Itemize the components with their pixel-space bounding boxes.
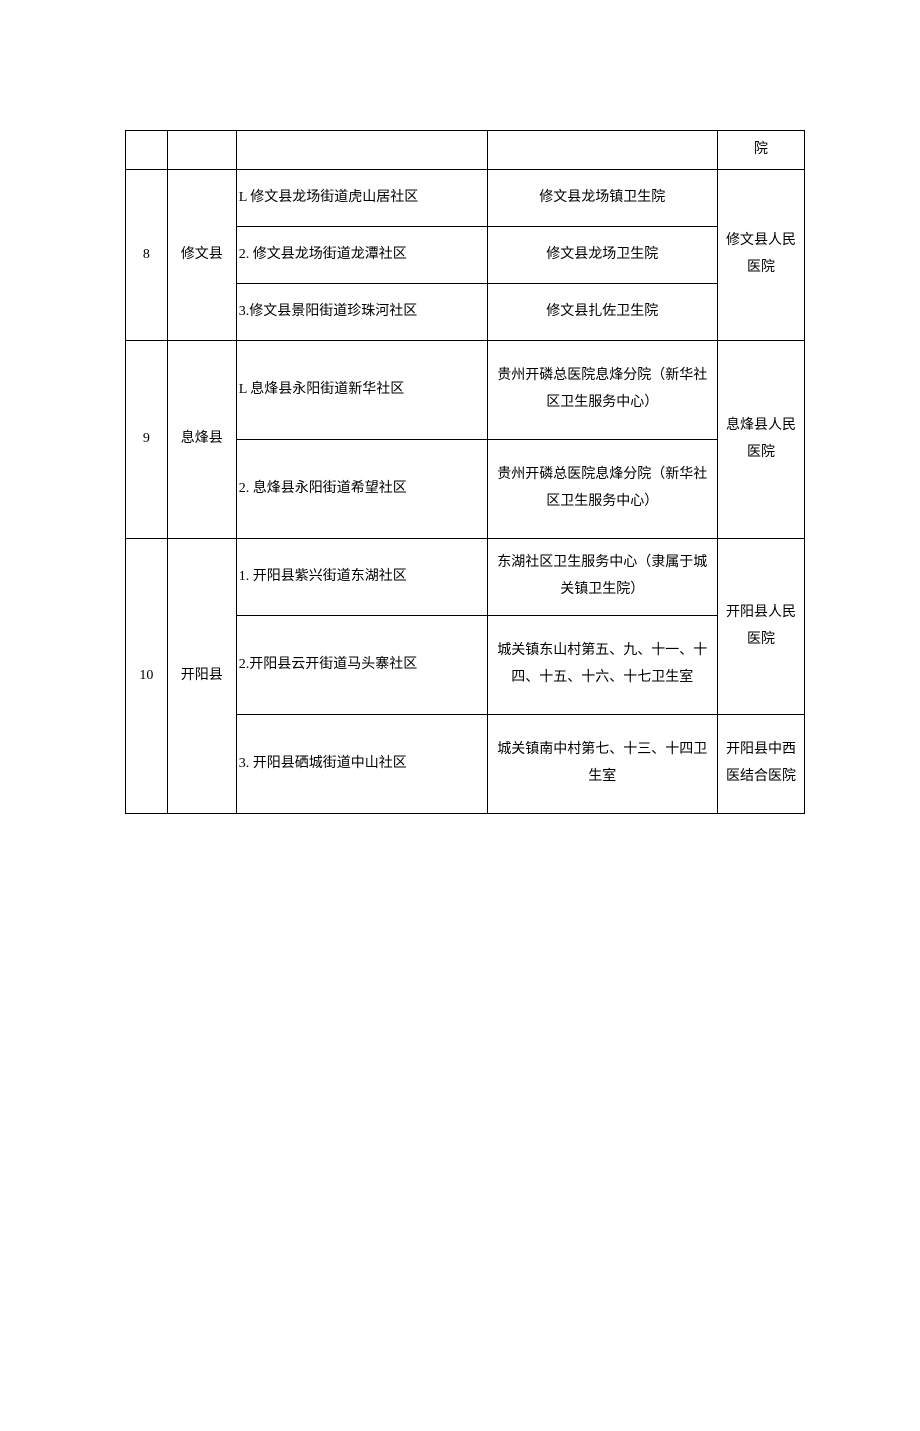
cell-community-8-3: 3.修文县景阳街道珍珠河社区 [236,284,487,341]
cell-num-10: 10 [126,539,168,814]
cell-community-8-2: 2. 修文县龙场街道龙潭社区 [236,227,487,284]
cell-hospital-10-1: 开阳县人民医院 [717,539,804,715]
cell-hospital-cont: 院 [717,131,804,170]
cell-community-9-1: L 息烽县永阳街道新华社区 [236,341,487,440]
cell-service-10-3: 城关镇南中村第七、十三、十四卫生室 [487,715,717,814]
cell-hospital-10-2: 开阳县中西医结合医院 [717,715,804,814]
cell-community-10-3: 3. 开阳县硒城街道中山社区 [236,715,487,814]
cell-service-10-2: 城关镇东山村第五、九、十一、十四、十五、十六、十七卫生室 [487,616,717,715]
cell-community-empty [236,131,487,170]
cell-service-10-1: 东湖社区卫生服务中心（隶属于城关镇卫生院） [487,539,717,616]
cell-service-9-1: 贵州开磷总医院息烽分院（新华社区卫生服务中心） [487,341,717,440]
data-table: 院 8 修文县 L 修文县龙场街道虎山居社区 修文县龙场镇卫生院 修文县人民医院… [125,130,805,814]
cell-hospital-9: 息烽县人民医院 [717,341,804,539]
cell-service-8-1: 修文县龙场镇卫生院 [487,170,717,227]
cell-community-9-2: 2. 息烽县永阳街道希望社区 [236,440,487,539]
cell-county-9: 息烽县 [167,341,236,539]
cell-county-8: 修文县 [167,170,236,341]
table-row: 9 息烽县 L 息烽县永阳街道新华社区 贵州开磷总医院息烽分院（新华社区卫生服务… [126,341,805,440]
cell-num-9: 9 [126,341,168,539]
cell-service-8-2: 修文县龙场卫生院 [487,227,717,284]
cell-num-empty [126,131,168,170]
cell-community-10-2: 2.开阳县云开街道马头寨社区 [236,616,487,715]
table-row: 院 [126,131,805,170]
cell-service-9-2: 贵州开磷总医院息烽分院（新华社区卫生服务中心） [487,440,717,539]
table-row: 8 修文县 L 修文县龙场街道虎山居社区 修文县龙场镇卫生院 修文县人民医院 [126,170,805,227]
cell-county-10: 开阳县 [167,539,236,814]
cell-num-8: 8 [126,170,168,341]
cell-community-10-1: 1. 开阳县紫兴街道东湖社区 [236,539,487,616]
cell-hospital-8: 修文县人民医院 [717,170,804,341]
cell-service-empty [487,131,717,170]
cell-service-8-3: 修文县扎佐卫生院 [487,284,717,341]
cell-county-empty [167,131,236,170]
table-row: 10 开阳县 1. 开阳县紫兴街道东湖社区 东湖社区卫生服务中心（隶属于城关镇卫… [126,539,805,616]
table-container: 院 8 修文县 L 修文县龙场街道虎山居社区 修文县龙场镇卫生院 修文县人民医院… [125,130,805,814]
cell-community-8-1: L 修文县龙场街道虎山居社区 [236,170,487,227]
